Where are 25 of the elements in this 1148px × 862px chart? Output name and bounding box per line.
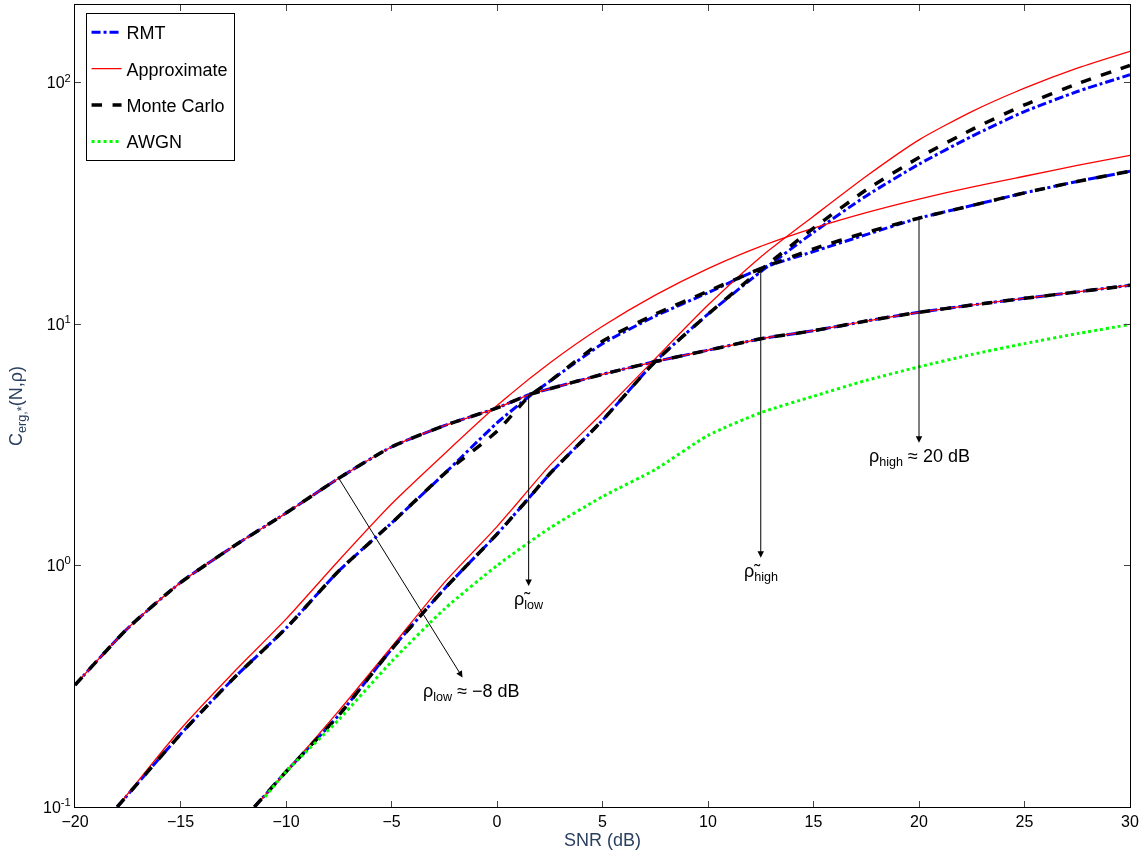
y-tick-label: 10$^{1}$ xyxy=(46,313,71,333)
x-tick-label: 25 xyxy=(1015,813,1034,831)
x-axis-title: SNR (dB) xyxy=(563,830,642,851)
x-tick-label: 20 xyxy=(910,813,928,831)
legend-label: AWGN xyxy=(126,132,182,153)
x-tick-label: 15 xyxy=(804,813,823,831)
annotation: ρ̃$_{high}$ xyxy=(744,561,779,584)
x-tick-label: −20 xyxy=(61,813,89,831)
annotation: ρ$_{low}$ ≈ −8 dB xyxy=(423,681,520,704)
y-tick-label: 10$^{-1}$ xyxy=(43,795,71,816)
line-series xyxy=(263,323,1130,799)
legend-label: Monte Carlo xyxy=(126,96,225,117)
x-tick-label: 5 xyxy=(598,813,608,831)
legend-label: RMT xyxy=(126,23,166,44)
x-tick-label: 10 xyxy=(699,813,717,831)
legend-label: Approximate xyxy=(126,59,228,80)
annotation: ρ̃$_{low}$ xyxy=(514,589,545,612)
x-tick-label: −15 xyxy=(166,813,195,831)
y-tick-label: 10$^{2}$ xyxy=(46,71,71,92)
x-tick-label: −10 xyxy=(272,813,300,831)
y-tick-label: 10$^{0}$ xyxy=(46,554,71,575)
annotation: ρ$_{high}$ ≈ 20 dB xyxy=(869,446,970,469)
x-tick-label: 30 xyxy=(1121,813,1139,831)
x-tick-label: −5 xyxy=(382,813,401,831)
x-tick-label: 0 xyxy=(492,813,502,831)
